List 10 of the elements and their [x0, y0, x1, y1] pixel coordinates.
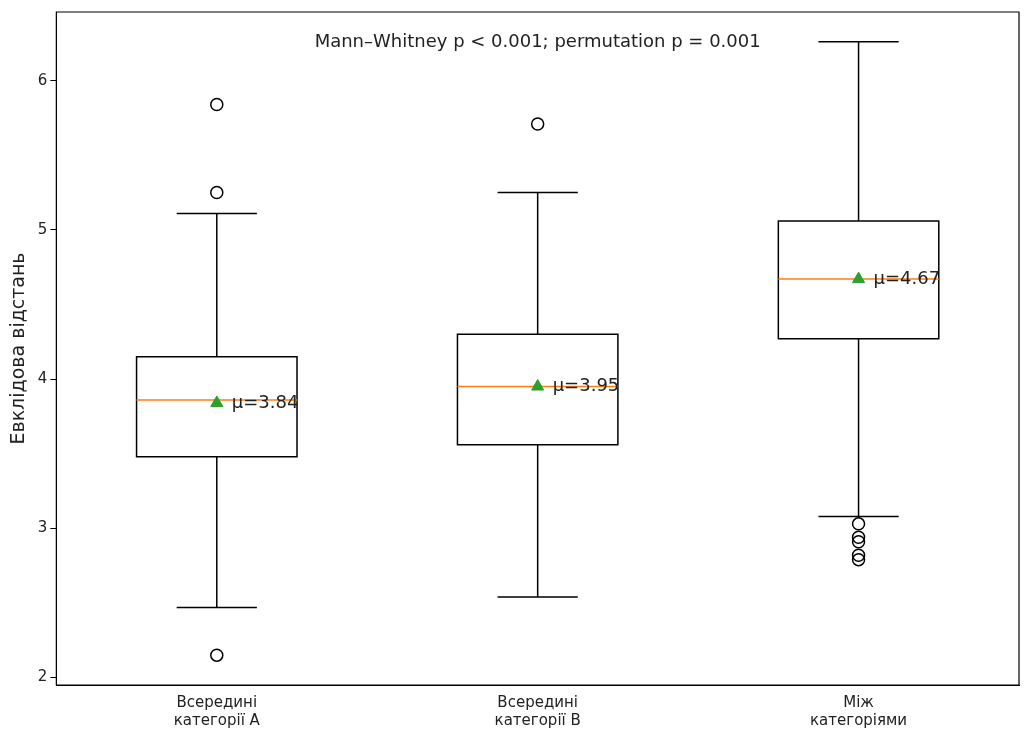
annotation: Mann–Whitney p < 0.001; permutation p = 0.001 — [314, 29, 761, 51]
y-tick-label: 6 — [37, 70, 48, 89]
x-tick-label: Всередині категорії A — [173, 692, 261, 729]
y-tick-label: 4 — [37, 368, 48, 387]
x-tick-label: Між категоріями — [810, 692, 908, 729]
y-axis-title: Евклідова відстань — [6, 252, 29, 445]
x-tick-label: Всередині категорії B — [494, 692, 581, 729]
y-tick-label: 5 — [37, 219, 48, 238]
y-tick-label: 2 — [37, 667, 48, 686]
y-tick-label: 3 — [37, 518, 48, 537]
